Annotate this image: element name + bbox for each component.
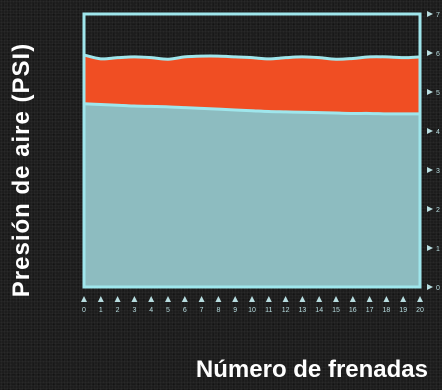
x-tick-label-19: 19 [399, 307, 407, 314]
y-tick-marker-3 [427, 167, 433, 173]
y-tick-marker-5 [427, 89, 433, 95]
x-tick-marker-10 [249, 296, 255, 302]
x-tick-marker-13 [299, 296, 306, 302]
x-tick-marker-7 [198, 296, 205, 302]
x-tick-label-4: 4 [149, 307, 153, 314]
x-tick-marker-20 [417, 296, 423, 302]
x-tick-marker-4 [148, 296, 155, 302]
x-tick-marker-15 [333, 296, 339, 302]
x-tick-marker-2 [114, 296, 121, 302]
y-tick-label-5: 5 [436, 90, 440, 97]
x-tick-marker-16 [349, 296, 356, 302]
series-1-line [83, 53, 421, 61]
x-tick-label-11: 11 [265, 307, 272, 314]
y-tick-marker-4 [427, 128, 433, 134]
y-tick-label-2: 2 [436, 207, 440, 214]
x-tick-marker-11 [265, 296, 272, 302]
x-tick-label-14: 14 [315, 307, 323, 314]
x-tick-label-7: 7 [200, 307, 204, 314]
x-tick-label-13: 13 [299, 307, 307, 314]
x-tick-marker-19 [400, 296, 407, 302]
x-tick-label-18: 18 [383, 307, 391, 314]
x-tick-marker-17 [366, 296, 373, 302]
series-0-area [84, 103, 420, 287]
y-tick-marker-7 [427, 11, 433, 17]
x-tick-label-10: 10 [248, 307, 256, 314]
x-tick-marker-14 [316, 296, 323, 302]
y-tick-label-6: 6 [436, 51, 440, 58]
x-tick-label-9: 9 [233, 307, 237, 314]
x-tick-label-2: 2 [116, 307, 120, 314]
x-tick-marker-5 [165, 296, 171, 302]
y-axis-label: Presión de aire (PSI) [8, 42, 35, 298]
x-tick-marker-0 [81, 296, 87, 302]
x-tick-label-15: 15 [332, 307, 340, 314]
y-tick-label-4: 4 [436, 129, 440, 136]
x-tick-marker-12 [282, 296, 289, 302]
x-tick-label-12: 12 [282, 307, 290, 314]
y-tick-label-3: 3 [436, 168, 440, 175]
x-tick-label-8: 8 [216, 307, 220, 314]
x-tick-marker-1 [97, 296, 104, 302]
y-tick-marker-0 [427, 284, 433, 290]
y-tick-marker-6 [427, 50, 433, 56]
y-tick-label-1: 1 [436, 246, 440, 253]
x-tick-label-3: 3 [132, 307, 136, 314]
x-tick-label-17: 17 [366, 307, 374, 314]
x-tick-marker-8 [215, 296, 222, 302]
plot-frame [82, 12, 422, 289]
x-tick-marker-6 [181, 296, 188, 302]
series-1-band [84, 54, 420, 114]
x-tick-label-16: 16 [349, 307, 357, 314]
y-tick-marker-2 [427, 206, 433, 212]
x-tick-marker-3 [131, 296, 138, 302]
x-tick-label-6: 6 [183, 307, 187, 314]
x-tick-label-0: 0 [82, 307, 86, 314]
series-0-line [83, 102, 420, 116]
x-tick-label-20: 20 [416, 307, 424, 314]
x-axis-label: Número de frenadas [195, 356, 428, 383]
x-tick-marker-18 [383, 296, 390, 302]
y-tick-label-0: 0 [436, 285, 440, 292]
x-tick-label-1: 1 [99, 307, 103, 314]
y-tick-label-7: 7 [436, 12, 440, 19]
x-tick-marker-9 [232, 296, 239, 302]
x-tick-label-5: 5 [166, 307, 170, 314]
y-tick-marker-1 [427, 245, 433, 251]
